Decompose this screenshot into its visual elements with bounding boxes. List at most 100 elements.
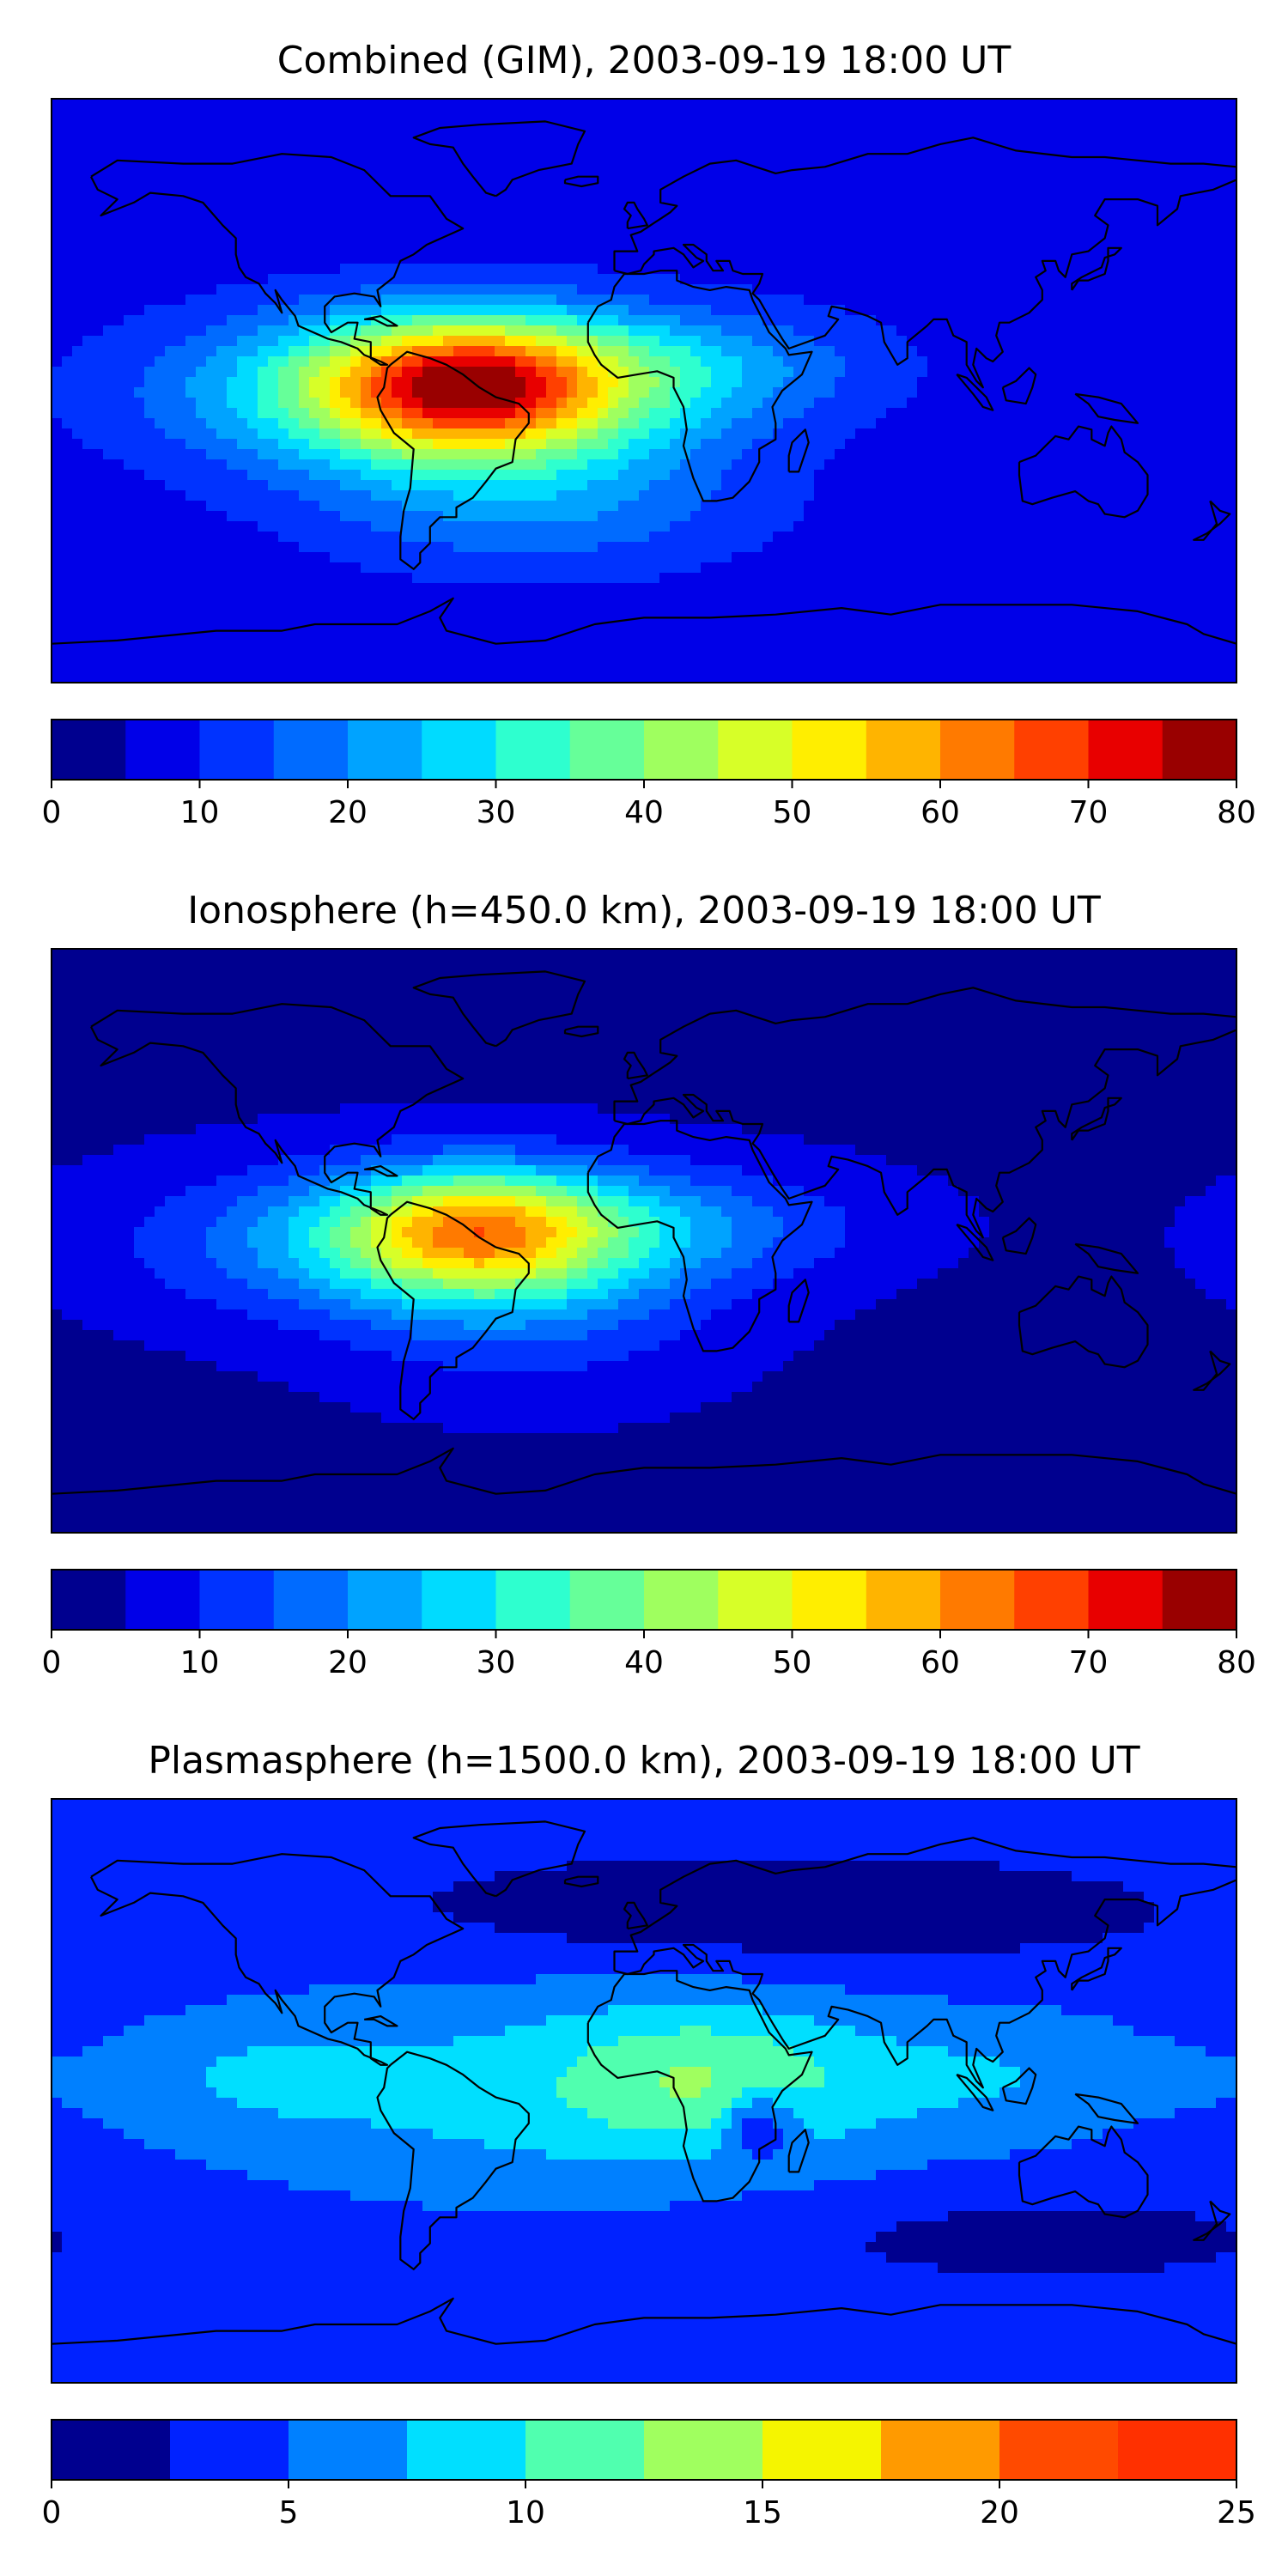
map-cell xyxy=(1144,377,1155,388)
map-cell xyxy=(196,161,207,172)
map-cell xyxy=(1226,243,1236,254)
map-cell xyxy=(1185,367,1196,378)
map-cell xyxy=(258,140,269,151)
map-cell xyxy=(783,325,794,337)
map-cell xyxy=(340,109,351,120)
map-cell xyxy=(309,119,320,131)
map-cell xyxy=(721,439,732,450)
map-cell xyxy=(175,346,186,357)
map-cell xyxy=(474,325,485,337)
map-cell xyxy=(247,212,258,223)
map-cell xyxy=(1206,470,1217,481)
map-cell xyxy=(752,212,763,223)
map-cell xyxy=(690,408,702,419)
map-cell xyxy=(907,511,918,522)
map-cell xyxy=(783,418,794,429)
map-cell xyxy=(999,161,1011,172)
map-cell xyxy=(289,398,300,409)
map-cell xyxy=(1113,222,1124,234)
map-cell xyxy=(165,356,176,368)
map-cell xyxy=(330,140,341,151)
map-cell xyxy=(896,428,908,440)
map-cell xyxy=(979,470,990,481)
map-cell xyxy=(206,428,217,440)
map-cell xyxy=(474,140,485,151)
map-cell xyxy=(237,501,248,512)
map-cell xyxy=(1072,325,1083,337)
map-cell xyxy=(103,181,114,192)
map-cell xyxy=(1041,325,1052,337)
map-cell xyxy=(185,490,197,501)
map-cell xyxy=(886,181,897,192)
map-cell xyxy=(711,191,722,203)
map-cell xyxy=(175,253,186,264)
map-cell xyxy=(917,459,928,471)
map-cell xyxy=(1061,428,1072,440)
map-cell xyxy=(1041,459,1052,471)
map-cell xyxy=(464,140,475,151)
map-cell xyxy=(783,377,794,388)
map-cell xyxy=(268,233,279,244)
map-cell xyxy=(1154,233,1165,244)
map-cell xyxy=(206,119,217,131)
map-cell xyxy=(999,336,1011,347)
map-cell xyxy=(103,356,114,368)
map-cell xyxy=(1216,212,1227,223)
map-cell xyxy=(1123,418,1134,429)
map-cell xyxy=(227,222,238,234)
map-cell xyxy=(412,212,423,223)
map-cell xyxy=(969,191,980,203)
map-cell xyxy=(1030,222,1042,234)
map-cell xyxy=(319,284,331,295)
map-cell xyxy=(804,532,815,543)
map-cell xyxy=(1175,161,1186,172)
map-cell xyxy=(958,470,969,481)
map-cell xyxy=(567,243,578,254)
map-cell xyxy=(1185,243,1196,254)
map-cell xyxy=(464,449,475,460)
map-cell xyxy=(577,470,588,481)
map-cell xyxy=(598,428,609,440)
map-cell xyxy=(206,233,217,244)
map-cell xyxy=(402,264,413,275)
map-cell xyxy=(453,418,465,429)
map-cell xyxy=(1092,315,1103,326)
map-cell xyxy=(196,264,207,275)
map-cell xyxy=(969,295,980,306)
map-cell xyxy=(690,521,702,532)
map-cell xyxy=(876,532,887,543)
map-cell xyxy=(72,428,83,440)
map-cell xyxy=(886,521,897,532)
map-cell xyxy=(433,532,444,543)
map-cell xyxy=(1092,202,1103,213)
map-cell xyxy=(175,264,186,275)
map-cell xyxy=(206,222,217,234)
map-cell xyxy=(587,243,598,254)
map-cell xyxy=(319,99,331,110)
map-cell xyxy=(1010,222,1021,234)
map-cell xyxy=(474,202,485,213)
map-cell xyxy=(917,490,928,501)
map-cell xyxy=(1082,428,1093,440)
map-cell xyxy=(402,274,413,285)
map-cell xyxy=(371,449,382,460)
map-cell xyxy=(268,264,279,275)
map-cell xyxy=(989,202,1000,213)
map-cell xyxy=(52,459,63,471)
map-cell xyxy=(814,439,825,450)
map-cell xyxy=(319,212,331,223)
map-cell xyxy=(1113,212,1124,223)
map-cell xyxy=(855,490,866,501)
map-cell xyxy=(299,346,310,357)
map-cell xyxy=(618,470,629,481)
map-cell xyxy=(1103,315,1114,326)
map-cell xyxy=(1133,521,1145,532)
map-cell xyxy=(227,459,238,471)
map-cell xyxy=(299,408,310,419)
map-cell xyxy=(989,398,1000,409)
map-cell xyxy=(629,202,640,213)
map-cell xyxy=(742,315,753,326)
map-cell xyxy=(216,356,228,368)
map-cell xyxy=(546,253,557,264)
map-cell xyxy=(340,243,351,254)
